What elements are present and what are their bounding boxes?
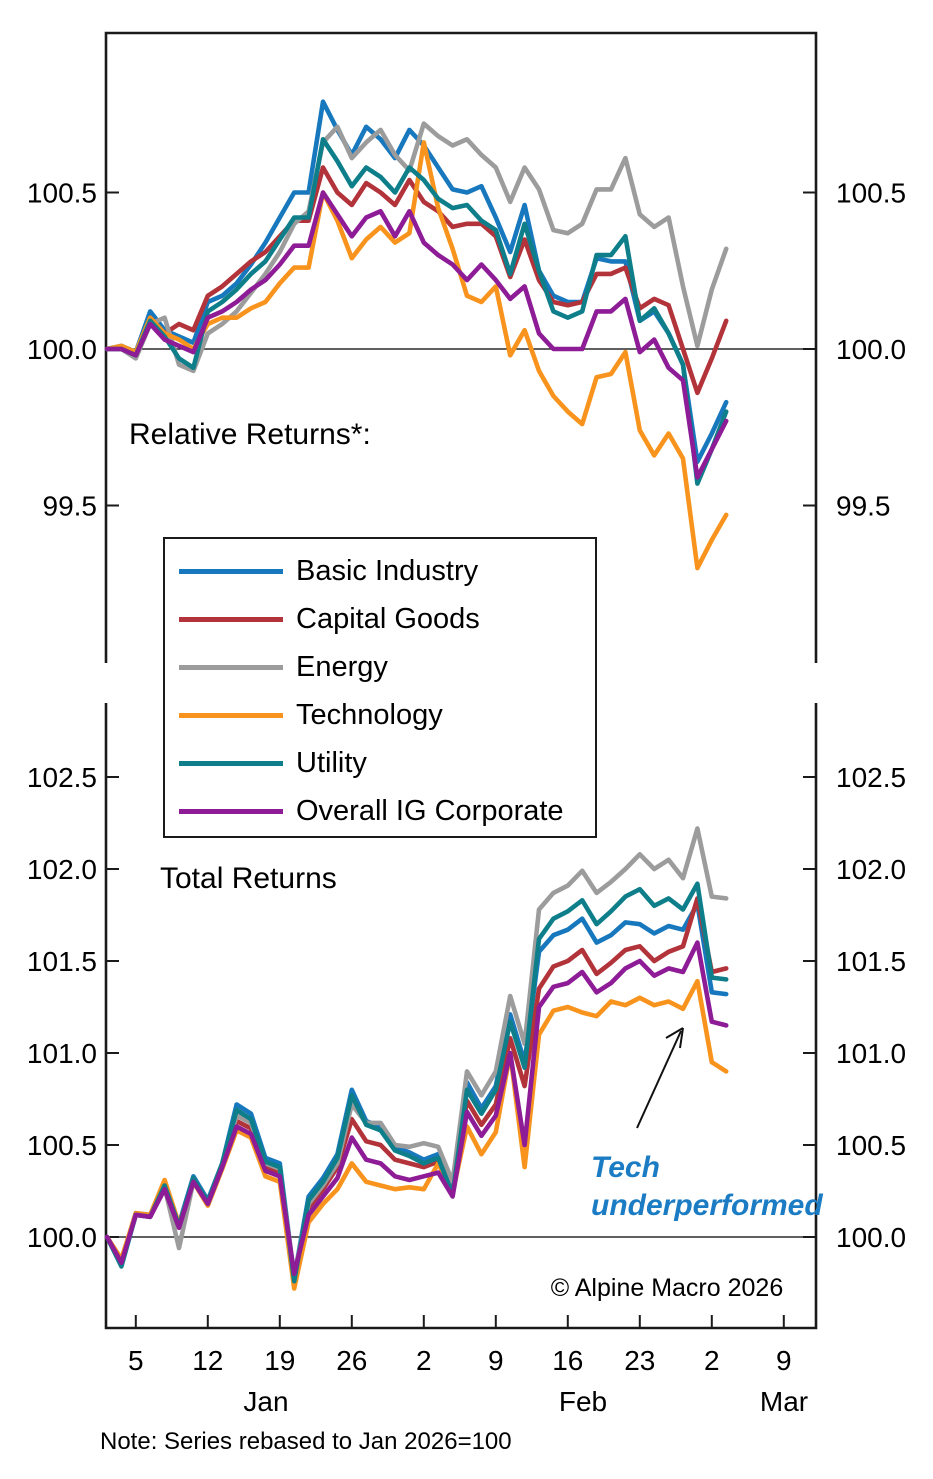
- series-line-energy: [104, 121, 729, 374]
- y-tick-label-left: 100.0: [27, 334, 97, 365]
- annotation-line-1: Tech: [591, 1151, 660, 1184]
- legend-swatch-energy: [179, 664, 283, 670]
- bottom-panel-title: Total Returns: [160, 862, 337, 895]
- series-line-utility: [104, 137, 729, 486]
- x-tick-label: 9: [776, 1345, 792, 1376]
- y-tick-label-left: 102.5: [27, 762, 97, 793]
- x-tick-label: 26: [336, 1345, 367, 1376]
- y-tick-label-left: 100.5: [27, 178, 97, 209]
- series-line-overall-ig-corporate: [104, 940, 729, 1277]
- legend-item-label: Energy: [296, 650, 388, 683]
- x-tick-label: 9: [488, 1345, 504, 1376]
- series-line-basic-industry: [104, 99, 729, 465]
- x-tick-label: 19: [264, 1345, 295, 1376]
- series-line-technology: [104, 978, 729, 1291]
- footnote: Note: Series rebased to Jan 2026=100: [100, 1428, 512, 1455]
- legend-item: Basic Industry: [179, 547, 595, 595]
- series-line-technology: [104, 140, 729, 571]
- legend-swatch-utility: [179, 760, 283, 766]
- panel-bottom-frame: [104, 703, 818, 1330]
- y-tick-label-right: 100.0: [836, 1222, 906, 1253]
- annotation-arrow-shaft: [636, 1030, 682, 1129]
- legend-item: Utility: [179, 739, 595, 787]
- y-tick-label-left: 102.0: [27, 854, 97, 885]
- legend-swatch-capital-goods: [179, 616, 283, 622]
- legend-item-label: Technology: [296, 698, 443, 731]
- legend-swatch-technology: [179, 712, 283, 718]
- legend-item-label: Overall IG Corporate: [296, 794, 564, 827]
- series-line-overall-ig-corporate: [104, 190, 729, 480]
- x-tick-label: 23: [624, 1345, 655, 1376]
- legend-box: Basic Industry Capital Goods Energy Technol…: [163, 537, 597, 838]
- y-tick-label-right: 101.5: [836, 946, 906, 977]
- y-tick-label-left: 100.0: [27, 1222, 97, 1253]
- legend-swatch-basic-industry: [179, 568, 283, 574]
- x-tick-label: 5: [128, 1345, 144, 1376]
- y-tick-label-right: 101.0: [836, 1038, 906, 1069]
- y-tick-label-right: 100.5: [836, 1130, 906, 1161]
- legend-item-label: Utility: [296, 746, 367, 779]
- month-label-feb: Feb: [558, 1386, 608, 1417]
- legend-item: Overall IG Corporate: [179, 787, 595, 835]
- annotation-arrow-head: [665, 1027, 684, 1049]
- y-tick-label-left: 100.5: [27, 1130, 97, 1161]
- tech-underperformed-annotation: Tech underperformed: [591, 1149, 823, 1225]
- y-tick-label-right: 100.0: [836, 334, 906, 365]
- x-tick-label: 2: [416, 1345, 432, 1376]
- x-tick-label: 12: [192, 1345, 223, 1376]
- top-panel-title: Relative Returns*:: [129, 418, 371, 451]
- month-label-jan: Jan: [243, 1386, 289, 1417]
- legend-item: Technology: [179, 691, 595, 739]
- legend-swatch-overall-ig-corporate: [179, 808, 283, 814]
- y-tick-label-right: 99.5: [836, 491, 891, 522]
- y-tick-label-left: 101.5: [27, 946, 97, 977]
- legend-item: Energy: [179, 643, 595, 691]
- y-tick-label-right: 102.5: [836, 762, 906, 793]
- y-tick-label-left: 101.0: [27, 1038, 97, 1069]
- copyright-text: © Alpine Macro 2026: [550, 1274, 784, 1302]
- annotation-line-2: underperformed: [591, 1189, 823, 1222]
- legend-item-label: Capital Goods: [296, 602, 480, 635]
- y-tick-label-left: 99.5: [43, 491, 98, 522]
- month-label-mar: Mar: [759, 1386, 809, 1417]
- x-tick-label: 16: [552, 1345, 583, 1376]
- y-tick-label-right: 100.5: [836, 178, 906, 209]
- y-tick-label-right: 102.0: [836, 854, 906, 885]
- legend-item: Capital Goods: [179, 595, 595, 643]
- legend-item-label: Basic Industry: [296, 554, 479, 587]
- x-tick-label: 2: [704, 1345, 720, 1376]
